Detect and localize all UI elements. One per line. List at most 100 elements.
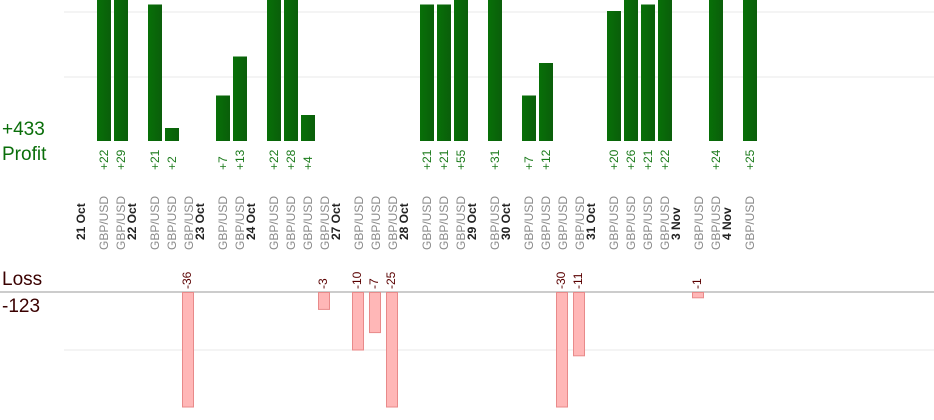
pair-label: GBP/USD (386, 196, 400, 250)
profit-bar (420, 4, 434, 141)
loss-bar (352, 292, 364, 351)
date-label: 24 Oct (244, 203, 258, 240)
loss-bar-label: -25 (384, 271, 398, 289)
profit-bar (97, 0, 111, 141)
pair-label: GBP/USD (182, 196, 196, 250)
pair-label: GBP/USD (352, 196, 366, 250)
profit-bar (437, 4, 451, 141)
date-label: 21 Oct (74, 203, 88, 240)
pair-label: GBP/USD (607, 196, 621, 250)
profit-bar (301, 115, 315, 141)
profit-bar-label: +20 (607, 149, 621, 170)
profit-bar (165, 128, 179, 141)
profit-bar (233, 56, 247, 141)
profit-bar (284, 0, 298, 141)
pair-label: GBP/USD (284, 196, 298, 250)
date-label: 29 Oct (465, 203, 479, 240)
profit-bar-label: +24 (709, 149, 723, 170)
profit-bar (743, 0, 757, 141)
profit-bar-label: +4 (301, 156, 315, 170)
loss-bar (573, 292, 585, 357)
loss-bar-label: -11 (571, 272, 585, 289)
profit-bar (522, 95, 536, 141)
profit-bar (607, 11, 621, 141)
profit-bar (641, 4, 655, 141)
profit-label: Profit (2, 144, 47, 165)
pair-label: GBP/USD (573, 196, 587, 250)
loss-bar (182, 292, 194, 408)
profit-bar-label: +29 (114, 149, 128, 170)
profit-bar-label: +22 (658, 149, 672, 170)
profit-bar-label: +25 (743, 149, 757, 170)
pair-label: GBP/USD (97, 196, 111, 250)
loss-bar-label: -10 (350, 271, 364, 289)
profit-bar-label: +21 (148, 149, 162, 170)
pair-label: GBP/USD (369, 196, 383, 250)
pair-label: GBP/USD (522, 196, 536, 250)
pair-label: GBP/USD (539, 196, 553, 250)
pair-label: GBP/USD (624, 196, 638, 250)
loss-bar-label: -7 (367, 278, 381, 289)
profit-bar-label: +7 (216, 156, 230, 170)
profit-bar-label: +21 (437, 149, 451, 170)
category-labels: GBP/USD GBP/USD GBP/USD GBP/USD GBP/USD GBP/U… (74, 196, 757, 250)
profit-bar-label: +55 (454, 149, 468, 170)
date-label: 31 Oct (584, 203, 598, 240)
pair-label: GBP/USD (641, 196, 655, 250)
profit-bar (148, 4, 162, 141)
profit-bar (624, 0, 638, 141)
profit-bar-label: +31 (488, 149, 502, 170)
pair-label: GBP/USD (658, 196, 672, 250)
bar-labels: +22 +29 +21 +2-36+7 +13 +22 +28 +4-3 -10 -7 -25+21… (97, 149, 757, 289)
profit-bar-label: +21 (420, 149, 434, 170)
date-label: 23 Oct (193, 203, 207, 240)
loss-bar (556, 292, 568, 408)
pair-label: GBP/USD (420, 196, 434, 250)
profit-bars (97, 0, 757, 141)
profit-bar (454, 0, 468, 141)
loss-bar (369, 292, 381, 334)
pair-label: GBP/USD (318, 196, 332, 250)
pair-label: GBP/USD (556, 196, 570, 250)
profit-bar-label: +12 (539, 149, 553, 170)
profit-bar-label: +7 (522, 156, 536, 170)
loss-bar (386, 292, 398, 408)
loss-bar (318, 292, 330, 310)
profit-bar-label: +21 (641, 149, 655, 170)
date-label: 27 Oct (329, 203, 343, 240)
pair-label: GBP/USD (165, 196, 179, 250)
profit-bar-label: +22 (267, 149, 281, 170)
pair-label: GBP/USD (148, 196, 162, 250)
date-label: 22 Oct (125, 203, 139, 240)
loss-bar-label: -36 (180, 271, 194, 289)
loss-bar (692, 292, 704, 299)
pair-label: GBP/USD (267, 196, 281, 250)
pair-label: GBP/USD (114, 196, 128, 250)
pair-label: GBP/USD (301, 196, 315, 250)
loss-bar-label: -1 (690, 278, 704, 289)
pair-label: GBP/USD (437, 196, 451, 250)
profit-bar-label: +26 (624, 149, 638, 170)
profit-bar (267, 0, 281, 141)
profit-bar (709, 0, 723, 141)
pair-label: GBP/USD (488, 196, 502, 250)
profit-bar-label: +2 (165, 156, 179, 170)
date-label: 28 Oct (397, 203, 411, 240)
loss-bar-label: -3 (316, 278, 330, 289)
pair-label: GBP/USD (216, 196, 230, 250)
profit-bar (539, 63, 553, 141)
pair-label: GBP/USD (743, 196, 757, 250)
profit-bar-label: +13 (233, 149, 247, 170)
profit-bar-label: +22 (97, 149, 111, 170)
pair-label: GBP/USD (692, 196, 706, 250)
loss-bars (182, 292, 704, 408)
profit-bar-label: +28 (284, 149, 298, 170)
loss-total: -123 (2, 296, 41, 317)
pair-label: GBP/USD (709, 196, 723, 250)
profit-bar (216, 95, 230, 141)
date-label: 3 Nov (669, 207, 683, 240)
profit-bar (488, 0, 502, 141)
date-label: 30 Oct (499, 203, 513, 240)
pair-label: GBP/USD (454, 196, 468, 250)
